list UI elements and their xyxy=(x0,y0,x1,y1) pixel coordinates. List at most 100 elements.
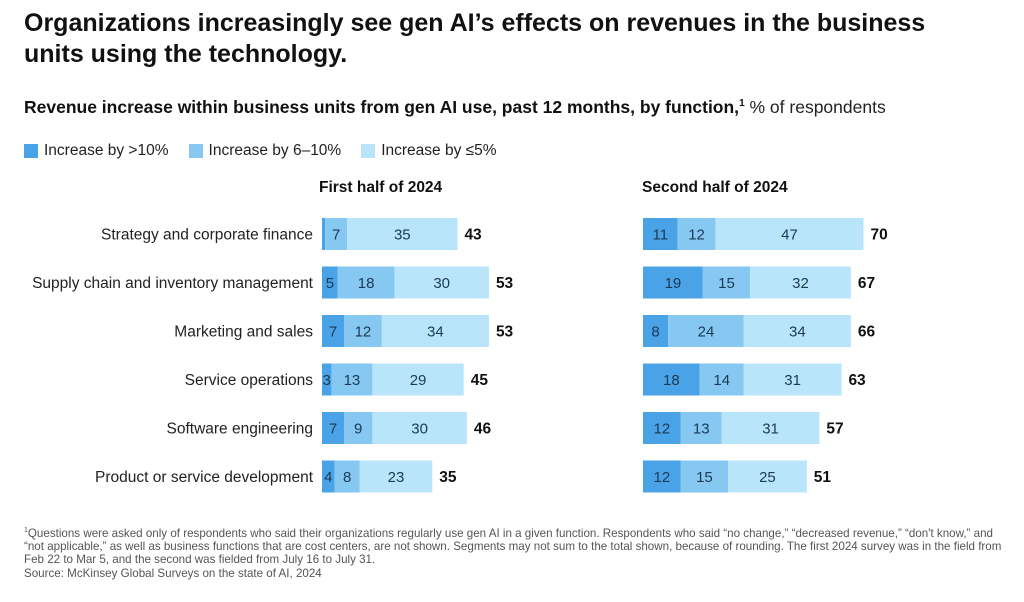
bar-value-second-half-software-engineering-increase-by-10: 12 xyxy=(654,421,671,438)
bar-value-first-half-marketing-and-sales-increase-by-10: 7 xyxy=(329,324,337,341)
bar-first-half-software-engineering-increase-by-10 xyxy=(322,412,345,444)
total-first-half-strategy-and-corporate-finance: 43 xyxy=(464,227,482,244)
bar-first-half-supply-chain-and-inventory-management-increase-by-10 xyxy=(322,266,338,299)
bar-value-first-half-supply-chain-and-inventory-management-increase-by-5: 30 xyxy=(433,275,450,292)
bar-value-first-half-strategy-and-corporate-finance-increase-by-6-10: 7 xyxy=(332,227,340,244)
bar-first-half-product-or-service-development-increase-by-5 xyxy=(359,460,433,493)
bar-value-second-half-service-operations-increase-by-5: 31 xyxy=(784,372,801,389)
category-label-supply-chain-and-inventory-management: Supply chain and inventory management xyxy=(32,275,314,292)
total-first-half-service-operations: 45 xyxy=(471,372,489,389)
bar-second-half-marketing-and-sales-increase-by-10 xyxy=(643,315,669,347)
bar-first-half-strategy-and-corporate-finance-increase-by-5 xyxy=(347,218,458,250)
bar-first-half-service-operations-increase-by-6-10 xyxy=(331,363,373,396)
bar-second-half-supply-chain-and-inventory-management-increase-by-10 xyxy=(643,266,703,299)
panel-title-first-half: First half of 2024 xyxy=(319,179,443,196)
bar-value-second-half-marketing-and-sales-increase-by-6-10: 24 xyxy=(698,324,715,341)
bar-value-first-half-service-operations-increase-by-5: 29 xyxy=(410,372,427,389)
bar-first-half-marketing-and-sales-increase-by-5 xyxy=(381,315,489,347)
total-first-half-supply-chain-and-inventory-management: 53 xyxy=(496,275,514,292)
footnote-body: Questions were asked only of respondents… xyxy=(24,526,1002,567)
total-second-half-marketing-and-sales: 66 xyxy=(858,324,876,341)
panel-title-second-half: Second half of 2024 xyxy=(642,179,788,196)
source-text: Source: McKinsey Global Surveys on the s… xyxy=(24,566,322,580)
bar-first-half-service-operations-increase-by-10 xyxy=(322,363,332,396)
bar-value-second-half-product-or-service-development-increase-by-6-10: 15 xyxy=(696,469,713,486)
bar-second-half-software-engineering-increase-by-5 xyxy=(721,412,820,444)
bar-value-first-half-software-engineering-increase-by-10: 7 xyxy=(329,421,337,438)
bar-second-half-product-or-service-development-increase-by-10 xyxy=(643,460,681,493)
total-second-half-product-or-service-development: 51 xyxy=(814,469,832,486)
bar-second-half-strategy-and-corporate-finance-increase-by-5 xyxy=(715,218,864,250)
legend-swatch-light xyxy=(361,144,376,158)
total-second-half-software-engineering: 57 xyxy=(826,421,843,438)
bar-value-first-half-software-engineering-increase-by-5: 30 xyxy=(411,421,428,438)
bar-first-half-software-engineering-increase-by-5 xyxy=(372,412,467,444)
bar-first-half-strategy-and-corporate-finance-increase-by-6-10 xyxy=(325,218,348,250)
bar-second-half-strategy-and-corporate-finance-increase-by-6-10 xyxy=(677,218,716,250)
bar-value-first-half-product-or-service-development-increase-by-5: 23 xyxy=(388,469,405,486)
bar-value-first-half-supply-chain-and-inventory-management-increase-by-10: 5 xyxy=(326,275,334,292)
footnote: 1Questions were asked only of respondent… xyxy=(24,524,1004,580)
bar-first-half-service-operations-increase-by-5 xyxy=(372,363,464,396)
legend-item-6-10: Increase by 6–10% xyxy=(188,142,341,160)
bar-value-second-half-strategy-and-corporate-finance-increase-by-5: 47 xyxy=(781,227,798,244)
bar-value-second-half-service-operations-increase-by-10: 18 xyxy=(663,372,680,389)
bar-first-half-supply-chain-and-inventory-management-increase-by-5 xyxy=(394,266,489,299)
bar-value-first-half-software-engineering-increase-by-6-10: 9 xyxy=(354,421,362,438)
total-first-half-software-engineering: 46 xyxy=(474,421,492,438)
bar-value-second-half-strategy-and-corporate-finance-increase-by-10: 11 xyxy=(653,227,669,244)
total-second-half-service-operations: 63 xyxy=(848,372,866,389)
legend: Increase by >10% Increase by 6–10% Incre… xyxy=(24,142,497,160)
total-first-half-product-or-service-development: 35 xyxy=(439,469,457,486)
bar-first-half-marketing-and-sales-increase-by-10 xyxy=(322,315,345,347)
bar-second-half-marketing-and-sales-increase-by-5 xyxy=(743,315,851,347)
legend-swatch-mid xyxy=(188,144,203,158)
total-second-half-supply-chain-and-inventory-management: 67 xyxy=(858,275,875,292)
bar-second-half-service-operations-increase-by-6-10 xyxy=(699,363,744,396)
subtitle-main: Revenue increase within business units f… xyxy=(24,97,740,117)
bar-value-second-half-product-or-service-development-increase-by-10: 12 xyxy=(654,469,671,486)
bar-second-half-product-or-service-development-increase-by-6-10 xyxy=(680,460,729,493)
bar-first-half-strategy-and-corporate-finance-increase-by-10 xyxy=(322,218,326,250)
category-label-service-operations: Service operations xyxy=(185,372,314,389)
bar-first-half-supply-chain-and-inventory-management-increase-by-6-10 xyxy=(337,266,395,299)
bar-second-half-supply-chain-and-inventory-management-increase-by-6-10 xyxy=(702,266,751,299)
total-second-half-strategy-and-corporate-finance: 70 xyxy=(871,227,888,244)
chart-subtitle: Revenue increase within business units f… xyxy=(24,93,886,118)
bar-value-first-half-supply-chain-and-inventory-management-increase-by-6-10: 18 xyxy=(358,275,375,292)
bar-value-first-half-service-operations-increase-by-10: 3 xyxy=(323,372,331,389)
bar-value-first-half-service-operations-increase-by-6-10: 13 xyxy=(344,372,361,389)
chart-title: Organizations increasingly see gen AI’s … xyxy=(24,9,926,68)
bar-value-first-half-marketing-and-sales-increase-by-6-10: 12 xyxy=(355,324,372,341)
bar-second-half-service-operations-increase-by-10 xyxy=(643,363,700,396)
category-label-software-engineering: Software engineering xyxy=(167,421,314,438)
footnote-marker: 1 xyxy=(24,527,28,534)
bar-value-second-half-strategy-and-corporate-finance-increase-by-6-10: 12 xyxy=(688,227,705,244)
bar-value-second-half-marketing-and-sales-increase-by-10: 8 xyxy=(651,324,659,341)
bar-value-first-half-marketing-and-sales-increase-by-5: 34 xyxy=(427,324,444,341)
total-first-half-marketing-and-sales: 53 xyxy=(496,324,514,341)
legend-label-over-10: Increase by >10% xyxy=(44,142,169,159)
category-label-strategy-and-corporate-finance: Strategy and corporate finance xyxy=(101,227,313,244)
bar-first-half-marketing-and-sales-increase-by-6-10 xyxy=(344,315,382,347)
category-label-product-or-service-development: Product or service development xyxy=(95,469,314,486)
bar-second-half-strategy-and-corporate-finance-increase-by-10 xyxy=(643,218,678,250)
bar-second-half-service-operations-increase-by-5 xyxy=(743,363,842,396)
bar-value-first-half-strategy-and-corporate-finance-increase-by-5: 35 xyxy=(394,227,411,244)
bar-first-half-software-engineering-increase-by-6-10 xyxy=(344,412,373,444)
legend-swatch-dark xyxy=(24,144,38,158)
bar-value-second-half-marketing-and-sales-increase-by-5: 34 xyxy=(789,324,806,341)
bar-value-second-half-software-engineering-increase-by-6-10: 13 xyxy=(693,421,710,438)
legend-item-over-10: Increase by >10% xyxy=(24,142,169,160)
bar-second-half-supply-chain-and-inventory-management-increase-by-5 xyxy=(750,266,851,299)
bar-second-half-software-engineering-increase-by-6-10 xyxy=(680,412,722,444)
bar-value-second-half-supply-chain-and-inventory-management-increase-by-10: 19 xyxy=(665,275,682,292)
bar-value-second-half-product-or-service-development-increase-by-5: 25 xyxy=(759,469,776,486)
subtitle-footnote-marker: 1 xyxy=(739,98,745,109)
bar-second-half-software-engineering-increase-by-10 xyxy=(643,412,681,444)
bar-value-first-half-product-or-service-development-increase-by-10: 4 xyxy=(324,469,332,486)
bar-value-first-half-product-or-service-development-increase-by-6-10: 8 xyxy=(343,469,351,486)
bar-value-second-half-software-engineering-increase-by-5: 31 xyxy=(762,421,779,438)
stacked-bar-chart: Strategy and corporate finance Supply cha… xyxy=(32,218,888,493)
category-label-marketing-and-sales: Marketing and sales xyxy=(174,324,313,341)
